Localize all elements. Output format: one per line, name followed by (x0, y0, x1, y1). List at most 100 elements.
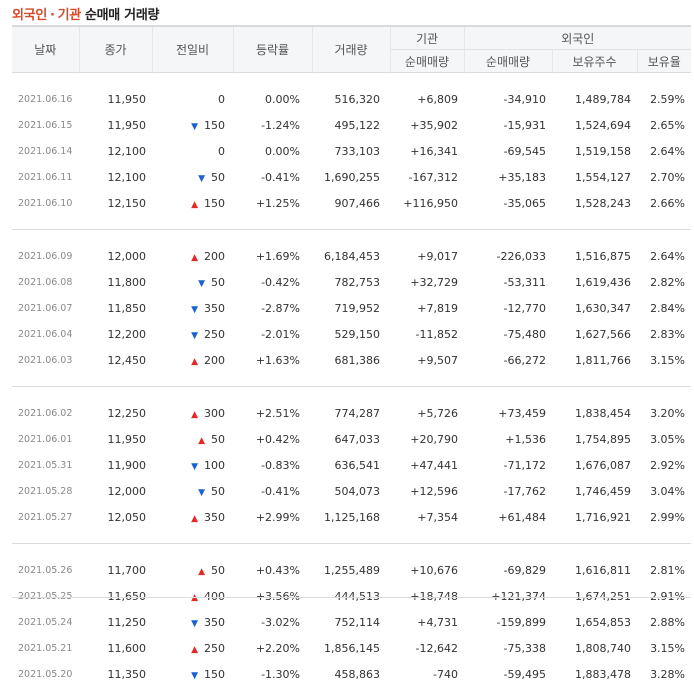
close-cell: 11,600 (79, 635, 152, 661)
rate-cell: +1.25% (233, 190, 312, 216)
ratio-cell: 2.84% (637, 295, 691, 321)
rate-cell: -3.02% (233, 609, 312, 635)
title-separator: · (50, 8, 55, 23)
up-triangle-icon: ▲ (191, 645, 198, 655)
close-cell: 11,950 (79, 86, 152, 112)
volume-cell: 647,033 (312, 426, 390, 452)
close-cell: 11,800 (79, 269, 152, 295)
header-date: 날짜 (12, 26, 79, 73)
group-spacer (12, 687, 691, 700)
date-cell: 2021.06.10 (12, 190, 79, 216)
date-cell: 2021.06.11 (12, 164, 79, 190)
inst-net-cell: +47,441 (390, 452, 464, 478)
volume-cell: 1,690,255 (312, 164, 390, 190)
holdings-cell: 1,811,766 (552, 347, 637, 373)
close-cell: 11,650 (79, 583, 152, 609)
change-value: 50 (211, 564, 225, 577)
foreign-net-cell: -75,480 (464, 321, 552, 347)
change-value: 250 (204, 328, 225, 341)
date-cell: 2021.06.07 (12, 295, 79, 321)
header-change: 전일비 (152, 26, 233, 73)
rate-cell: -2.87% (233, 295, 312, 321)
change-cell: ▲150 (152, 190, 233, 216)
date-cell: 2021.06.02 (12, 400, 79, 426)
ratio-cell: 3.28% (637, 661, 691, 687)
change-cell: ▲50 (152, 426, 233, 452)
ratio-cell: 2.81% (637, 557, 691, 583)
foreign-net-cell: -59,495 (464, 661, 552, 687)
close-cell: 12,100 (79, 138, 152, 164)
ratio-cell: 3.04% (637, 478, 691, 504)
ratio-cell: 2.82% (637, 269, 691, 295)
change-cell: ▼150 (152, 112, 233, 138)
holdings-cell: 1,528,243 (552, 190, 637, 216)
change-value: 100 (204, 459, 225, 472)
change-value: 200 (204, 250, 225, 263)
down-triangle-icon: ▼ (191, 331, 198, 341)
change-value: 350 (204, 302, 225, 315)
holdings-cell: 1,489,784 (552, 86, 637, 112)
table-header: 날짜 종가 전일비 등락률 거래량 기관 외국인 순매매량 순매매량 보유주수 … (12, 26, 691, 73)
date-cell: 2021.05.25 (12, 583, 79, 609)
close-cell: 11,250 (79, 609, 152, 635)
foreign-net-cell: +1,536 (464, 426, 552, 452)
volume-cell: 516,320 (312, 86, 390, 112)
inst-net-cell: +7,819 (390, 295, 464, 321)
date-cell: 2021.06.09 (12, 243, 79, 269)
foreign-net-cell: +61,484 (464, 504, 552, 530)
change-cell: 0 (152, 86, 233, 112)
ratio-cell: 2.83% (637, 321, 691, 347)
ratio-cell: 2.59% (637, 86, 691, 112)
change-value: 350 (204, 616, 225, 629)
ratio-cell: 2.91% (637, 583, 691, 609)
change-value: 200 (204, 354, 225, 367)
inst-net-cell: +12,596 (390, 478, 464, 504)
close-cell: 11,950 (79, 112, 152, 138)
foreign-net-cell: -71,172 (464, 452, 552, 478)
down-triangle-icon: ▼ (191, 619, 198, 629)
change-cell: ▼350 (152, 295, 233, 321)
rate-cell: 0.00% (233, 138, 312, 164)
rate-cell: -0.83% (233, 452, 312, 478)
ratio-cell: 2.64% (637, 243, 691, 269)
date-cell: 2021.06.08 (12, 269, 79, 295)
change-value: 50 (211, 433, 225, 446)
change-cell: ▲ 200 (152, 347, 233, 373)
holdings-cell: 1,516,875 (552, 243, 637, 269)
down-triangle-icon: ▼ (198, 488, 205, 498)
rate-cell: -0.41% (233, 478, 312, 504)
group-spacer (12, 216, 691, 230)
change-value: 350 (204, 511, 225, 524)
foreign-net-cell: -69,545 (464, 138, 552, 164)
holdings-cell: 1,746,459 (552, 478, 637, 504)
holdings-cell: 1,619,436 (552, 269, 637, 295)
ratio-cell: 3.05% (637, 426, 691, 452)
rate-cell: +0.42% (233, 426, 312, 452)
inst-net-cell: -167,312 (390, 164, 464, 190)
rate-cell: +2.20% (233, 635, 312, 661)
title-foreign: 외국인 (12, 8, 47, 23)
down-triangle-icon: ▼ (191, 122, 198, 132)
inst-net-cell: +9,507 (390, 347, 464, 373)
title-institution: 기관 (58, 8, 81, 23)
header-institution: 기관 (390, 26, 464, 50)
close-cell: 11,900 (79, 452, 152, 478)
change-cell: ▼150 (152, 661, 233, 687)
rate-cell: 0.00% (233, 86, 312, 112)
down-triangle-icon: ▼ (198, 174, 205, 184)
change-cell: ▼50 (152, 269, 233, 295)
ratio-cell: 2.99% (637, 504, 691, 530)
up-triangle-icon: ▲ (191, 357, 198, 367)
close-cell: 12,450 (79, 347, 152, 373)
change-cell: ▼50 (152, 164, 233, 190)
rate-cell: +1.69% (233, 243, 312, 269)
